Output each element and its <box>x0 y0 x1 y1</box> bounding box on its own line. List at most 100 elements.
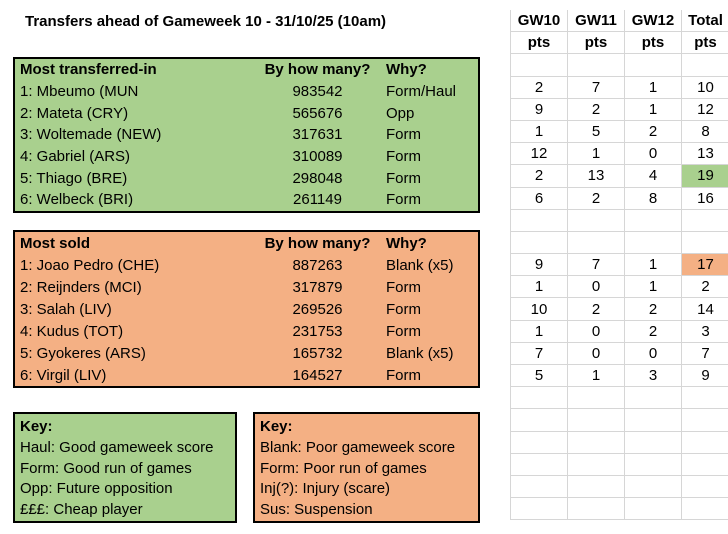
page-title: Transfers ahead of Gameweek 10 - 31/10/2… <box>25 13 387 30</box>
gw-column-header: Total <box>682 10 728 33</box>
player-name-cell: 2: Reijnders (MCI) <box>20 278 142 296</box>
key-line: Form: Poor run of games <box>260 459 427 477</box>
key-line: Opp: Future opposition <box>20 480 173 498</box>
points-cell: 13 <box>682 143 728 166</box>
points-cell: 6 <box>511 187 568 210</box>
points-cell: 2 <box>625 120 682 144</box>
gw-column-header: GW10 <box>511 10 568 33</box>
key-title: Key: <box>20 418 53 435</box>
points-cell: 4 <box>625 165 682 188</box>
empty-cell <box>682 409 728 432</box>
key-line: Sus: Suspension <box>260 501 373 519</box>
points-cell: 2 <box>682 276 728 299</box>
table-row: 6: Welbeck (BRI) 261149 Form <box>15 189 478 211</box>
empty-cell <box>568 498 625 521</box>
player-name-cell: 4: Kudus (TOT) <box>20 322 124 340</box>
table-row: 3: Woltemade (NEW) 317631 Form <box>15 124 478 146</box>
points-cell: 1 <box>625 98 682 121</box>
empty-cell <box>625 209 682 232</box>
reason-cell: Form <box>386 300 421 318</box>
points-cell: 7 <box>682 343 728 365</box>
points-cell: 5 <box>568 120 625 144</box>
reason-cell: Form <box>386 148 421 166</box>
empty-cell <box>511 231 568 255</box>
reason-cell: Form <box>386 191 421 209</box>
points-cell: 7 <box>568 76 625 99</box>
points-cell: 3 <box>625 365 682 388</box>
points-cell: 1 <box>625 76 682 99</box>
points-cell: 0 <box>625 143 682 166</box>
points-cell: 12 <box>511 143 568 166</box>
points-cell: 13 <box>568 165 625 188</box>
empty-cell <box>682 387 728 410</box>
key-title: Key: <box>260 418 293 435</box>
table-row: 1: Joao Pedro (CHE) 887263 Blank (x5) <box>15 254 478 276</box>
points-cell: 9 <box>511 98 568 121</box>
key-line: Blank: Poor gameweek score <box>260 438 456 456</box>
table-row: 4: Kudus (TOT) 231753 Form <box>15 320 478 342</box>
table-row: 3: Salah (LIV) 269526 Form <box>15 298 478 320</box>
empty-cell <box>511 409 568 432</box>
empty-cell <box>682 54 728 77</box>
empty-cell <box>682 210 728 232</box>
player-name-cell: 3: Salah (LIV) <box>20 300 112 318</box>
transfer-count-cell: 269526 <box>292 300 343 318</box>
points-cell: 9 <box>511 254 568 277</box>
empty-cell <box>682 476 728 499</box>
points-cell: 5 <box>511 365 568 388</box>
player-name-cell: 1: Mbeumo (MUN <box>20 83 139 101</box>
empty-cell <box>625 475 682 499</box>
points-cell: 8 <box>625 187 682 210</box>
key-line: £££: Cheap player <box>20 501 143 519</box>
points-grid: GW10 GW11 GW12 Total pts pts pts pts 2 7 1 10 9 2 1 12 1… <box>510 10 728 521</box>
points-cell: 2 <box>625 320 682 343</box>
player-name-cell: 2: Mateta (CRY) <box>20 104 129 122</box>
empty-cell <box>625 453 682 476</box>
points-cell: 10 <box>511 298 568 321</box>
empty-cell <box>511 431 568 454</box>
reason-cell: Form <box>386 366 421 384</box>
reason-cell: Blank (x5) <box>386 344 454 362</box>
table-row: 6: Virgil (LIV) 164527 Form <box>15 364 478 386</box>
gw-column-header: GW12 <box>625 10 682 33</box>
transfer-count-cell: 261149 <box>293 191 342 209</box>
table-row: 2: Mateta (CRY) 565676 Opp <box>15 102 478 124</box>
header-by-how-many: By how many? <box>264 234 371 252</box>
reason-cell: Blank (x5) <box>386 256 454 274</box>
points-cell: 0 <box>568 342 625 365</box>
reason-cell: Opp <box>386 104 415 122</box>
points-cell: 8 <box>682 121 728 144</box>
empty-cell <box>568 387 625 410</box>
points-cell: 1 <box>511 320 568 343</box>
points-cell: 9 <box>682 365 728 388</box>
points-cell: 1 <box>511 276 568 299</box>
points-cell: 10 <box>682 77 728 99</box>
transfer-count-cell: 565676 <box>292 104 343 122</box>
empty-cell <box>568 431 625 454</box>
empty-cell <box>682 498 728 521</box>
points-cell: 7 <box>511 342 568 365</box>
empty-cell <box>511 387 568 410</box>
points-cell: 14 <box>682 298 728 321</box>
transfer-count-cell: 983542 <box>292 83 343 101</box>
transfer-count-cell: 298048 <box>292 169 343 187</box>
points-cell: 1 <box>568 143 625 166</box>
player-name-cell: 5: Gyokeres (ARS) <box>20 344 146 362</box>
header-why: Why? <box>386 234 427 252</box>
transfer-count-cell: 317631 <box>292 126 343 144</box>
key-box-most-sold: Key: Blank: Poor gameweek score Form: Po… <box>253 412 480 523</box>
player-name-cell: 6: Virgil (LIV) <box>20 366 107 384</box>
points-cell: 0 <box>568 320 625 343</box>
empty-cell <box>682 232 728 255</box>
transfer-count-cell: 887263 <box>292 256 343 274</box>
table-row: 5: Thiago (BRE) 298048 Form <box>15 167 478 189</box>
reason-cell: Form/Haul <box>386 83 457 101</box>
empty-cell <box>568 475 625 499</box>
transfer-count-cell: 165732 <box>292 344 343 362</box>
empty-cell <box>625 431 682 454</box>
transfer-count-cell: 231753 <box>292 322 343 340</box>
key-line: Haul: Good gameweek score <box>20 438 214 456</box>
header-why: Why? <box>386 61 427 79</box>
table-row: 4: Gabriel (ARS) 310089 Form <box>15 146 478 168</box>
points-cell: 3 <box>682 321 728 343</box>
